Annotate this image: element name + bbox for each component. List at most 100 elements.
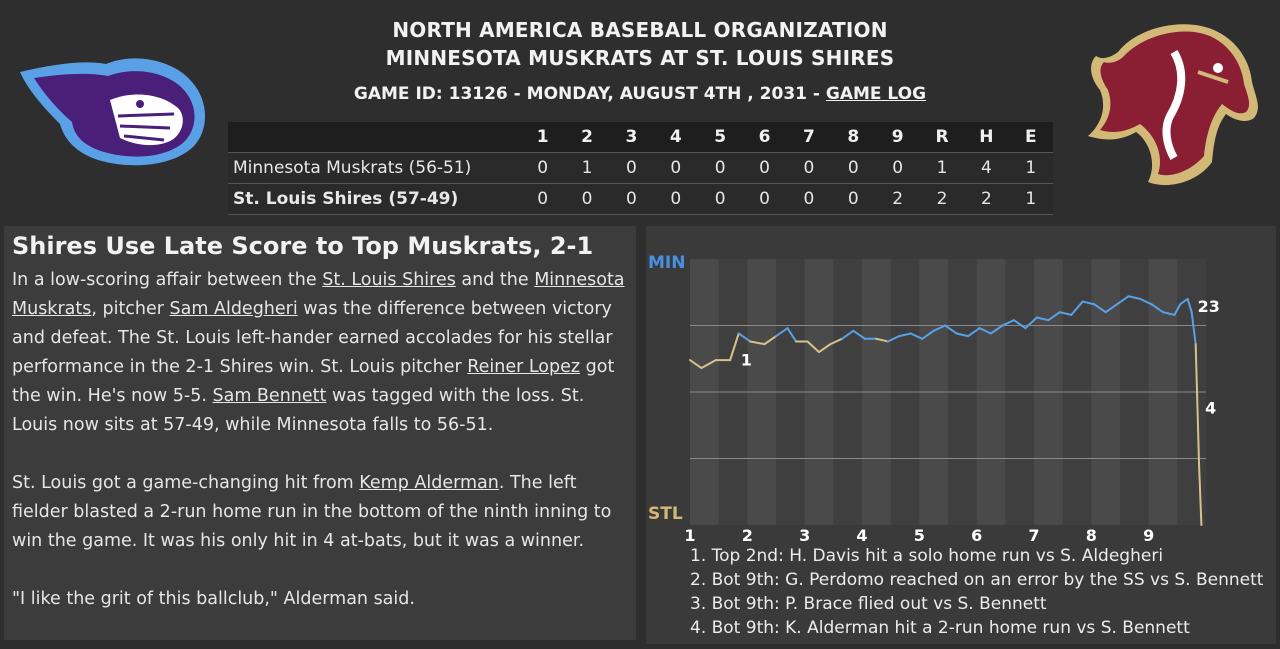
score-cell: 0 [537,158,549,178]
team-column-header [228,122,520,153]
wp-line-segment [737,332,752,343]
away-axis-label: MIN [648,253,685,273]
box-score: 1 2 3 4 5 6 7 8 9 R H E Minnesota Muskra… [228,122,1053,215]
player-link-lopez[interactable]: Reiner Lopez [467,357,581,377]
player-link-alderman[interactable]: Kemp Alderman [359,473,499,493]
wp-line-segment [1116,295,1130,306]
muskrat-logo [20,58,206,166]
column-header: 1 [536,127,549,147]
wp-line-segment [1127,295,1142,300]
wp-line-segment [921,329,935,340]
score-cell: 0 [670,158,682,178]
wp-line-segment [700,359,717,370]
team-link-shires[interactable]: St. Louis Shires [322,270,456,290]
recap-text: St. Louis got a game-changing hit from [12,473,360,493]
wp-line-segment [1093,303,1107,314]
recap-text: In a low-scoring affair between the [12,270,323,290]
box-score-header-row: 1 2 3 4 5 6 7 8 9 R H E [228,122,1053,153]
wp-line-segment [967,327,981,338]
play-marker: 4 [1205,398,1216,417]
game-log-link[interactable]: GAME LOG [825,84,927,104]
score-cell: 0 [537,189,549,209]
column-header: H [979,127,994,147]
wp-line-segment [932,324,947,332]
score-cell: 0 [892,158,904,178]
legend-item: 2. Bot 9th: G. Perdomo reached on an err… [690,570,1264,590]
wp-line-segment [944,324,958,335]
recap-paragraph-2: St. Louis got a game-changing hit from K… [12,469,628,556]
column-header: 8 [847,127,860,147]
wp-line-segment [1070,300,1084,316]
home-axis-label: STL [648,504,683,524]
wp-line-segment [749,340,766,346]
column-header: R [935,127,949,147]
score-cell: 0 [581,189,593,209]
column-header: 7 [802,127,815,147]
x-tick-label: 4 [856,526,867,544]
league-title: NORTH AMERICA BASEBALL ORGANIZATION [392,18,888,42]
x-tick-label: 9 [1143,526,1154,544]
wp-line-segment [1024,316,1038,330]
score-cell: 0 [803,189,815,209]
wp-line-segment [875,337,889,343]
wp-line-segment [1186,297,1193,314]
wp-line-segment [1194,343,1201,468]
recap-text: was the difference between victory and d… [12,299,613,377]
score-cell: 1 [936,158,948,178]
wp-line-segment [1150,303,1164,314]
column-header: 3 [625,127,638,147]
legend-item: 4. Bot 9th: K. Alderman hit a 2-run home… [690,618,1190,638]
play-legend: 1. Top 2nd: H. Davis hit a solo home run… [690,544,1263,640]
wp-line-segment [1179,297,1189,306]
wp-line-segment [1198,465,1203,526]
x-tick-label: 8 [1086,526,1097,544]
score-cell: 1 [581,158,593,178]
score-cell: 1 [1025,158,1037,178]
recap-text: . The left fielder blasted a 2-run home … [12,473,612,551]
player-link-bennett[interactable]: Sam Bennett [212,386,327,406]
recap-text: got the win. He's now 5-5. [12,357,615,406]
wp-line-segment [898,332,912,338]
wp-line-segment [786,327,798,343]
score-cell: 0 [759,158,770,178]
wp-line-segment [909,332,924,340]
x-tick-label: 3 [799,526,810,544]
wp-line-segment [818,343,832,354]
wp-line-segment [763,335,777,346]
score-cell: 2 [892,189,904,209]
x-tick-label: 7 [1028,526,1039,544]
recap-paragraph-1: In a low-scoring affair between the St. … [12,266,628,440]
win-probability-chart: MIN STL 1 2 3 4 5 6 7 8 9 1 23 4 1. Top 2nd: H. Davis… [646,226,1276,644]
score-cell: 2 [936,189,948,209]
wp-line-segment [729,332,740,362]
recap-quote: "I like the grit of this ballclub," Alde… [12,589,415,609]
score-cell: 0 [759,189,770,209]
player-link-aldegheri[interactable]: Sam Aldegheri [169,299,298,319]
x-tick-label: 1 [684,526,695,544]
score-cell: 0 [625,189,637,209]
legend-item: 1. Top 2nd: H. Davis hit a solo home run… [690,546,1164,566]
score-cell: 0 [803,158,815,178]
home-team-name[interactable]: St. Louis Shires (57-49) [233,189,459,209]
wp-line-segment [1058,311,1073,316]
team-link-muskrats[interactable]: Minnesota Muskrats [12,270,625,319]
game-header: NORTH AMERICA BASEBALL ORGANIZATION MINN… [0,0,1280,222]
score-cell: 1 [1025,189,1037,209]
x-tick-label: 5 [914,526,925,544]
x-tick-label: 2 [742,526,753,544]
wp-line-segment [806,340,820,354]
score-cell: 0 [714,158,726,178]
recap-text: , pitcher [91,299,170,319]
recap-text: was tagged with the loss. St. Louis now … [12,386,585,435]
wp-line-segment [1047,311,1061,322]
wp-line-segment [852,329,866,340]
wp-line-segment [689,359,703,370]
away-team-name[interactable]: Minnesota Muskrats (56-51) [233,158,472,178]
wp-line-segment [1001,319,1015,327]
play-marker: 1 [741,350,752,369]
wp-line-segment [1012,319,1027,330]
wp-line-segment [1162,311,1176,316]
legend-item: 3. Bot 9th: P. Brace flied out vs S. Ben… [690,594,1047,614]
wp-line-segment [1139,297,1153,306]
